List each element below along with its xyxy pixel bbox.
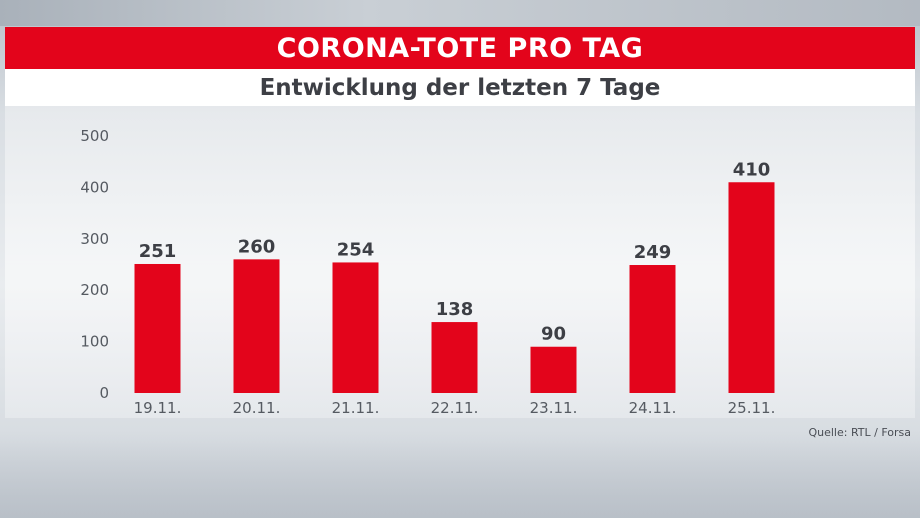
chart-panel: 0 100 200 300 400 500 251 19.11. 260 20.11. 254 21.… <box>5 106 915 418</box>
bar <box>629 265 676 393</box>
data-label: 90 <box>541 324 566 345</box>
y-tick-label: 200 <box>80 281 109 299</box>
bar <box>530 346 577 393</box>
title-bar: CORONA-TOTE PRO TAG <box>5 27 915 69</box>
data-label: 138 <box>436 299 474 320</box>
x-tick-label: 23.11. <box>530 399 578 417</box>
x-tick-label: 24.11. <box>629 399 677 417</box>
data-label: 251 <box>139 241 177 262</box>
y-tick-label: 300 <box>80 230 109 248</box>
bar <box>431 322 478 393</box>
x-tick-label: 20.11. <box>233 399 281 417</box>
data-label: 254 <box>337 239 375 260</box>
bar <box>728 182 775 393</box>
bar-chart: 0 100 200 300 400 500 251 19.11. 260 20.11. 254 21.… <box>80 127 776 417</box>
chart-title: CORONA-TOTE PRO TAG <box>276 32 644 64</box>
x-tick-label: 22.11. <box>431 399 479 417</box>
chart-subtitle: Entwicklung der letzten 7 Tage <box>259 74 661 101</box>
subtitle-bar: Entwicklung der letzten 7 Tage <box>5 69 915 106</box>
data-label: 249 <box>634 242 672 263</box>
data-label: 410 <box>733 159 771 180</box>
y-tick-label: 100 <box>80 333 109 351</box>
y-tick-label: 0 <box>99 384 109 402</box>
background-streak <box>0 430 920 518</box>
y-tick-label: 400 <box>80 178 109 196</box>
bar <box>332 262 379 393</box>
x-tick-label: 19.11. <box>134 399 182 417</box>
bar <box>134 263 181 393</box>
y-tick-label: 500 <box>80 127 109 145</box>
background-streak <box>0 0 920 26</box>
x-tick-label: 21.11. <box>332 399 380 417</box>
bar <box>233 259 280 393</box>
data-label: 260 <box>238 236 276 257</box>
x-tick-label: 25.11. <box>728 399 776 417</box>
source-note: Quelle: RTL / Forsa <box>808 426 911 439</box>
